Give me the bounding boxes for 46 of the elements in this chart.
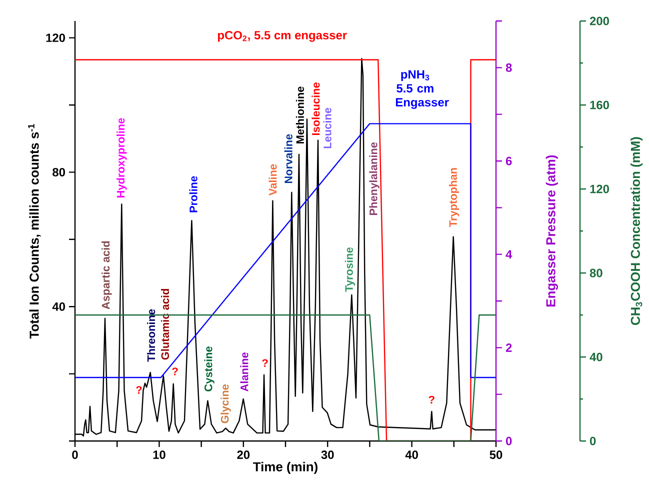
x-tick-label: 20 (237, 450, 250, 459)
annotation: Aspartic acid (102, 241, 112, 310)
y2-tick-label: 2 (506, 343, 512, 352)
x-tick-label: 40 (405, 450, 418, 459)
y-tick-label: 120 (46, 34, 65, 42)
x-tick-label: 10 (153, 450, 166, 459)
x-tick-label: 0 (72, 450, 78, 459)
annotation: Leucine (323, 108, 332, 148)
y2-tick-label: 6 (506, 156, 512, 166)
annotation: ? (262, 359, 268, 367)
x-tick-label: 50 (490, 450, 502, 459)
y2-axis-title: Engasser Pressure (atm) (546, 155, 558, 306)
y2-tick-label: 0 (506, 436, 512, 446)
annotation: ? (172, 368, 178, 376)
annotation: Glycine (220, 384, 231, 424)
y3-tick-label: 80 (590, 268, 602, 278)
annotation: Norvaline (284, 134, 292, 184)
annotation: Cysteine (204, 346, 214, 392)
annotation: Alanine (240, 352, 248, 392)
annotation: Hydroxyproline (116, 118, 127, 198)
y3-tick-label: 0 (590, 436, 596, 446)
annotation: Glutamic acid (160, 288, 170, 360)
y-axis-title: Total Ion Counts, million counts s$^{-1}$ (28, 124, 41, 339)
y2-tick-label: 4 (506, 250, 512, 258)
annotation: Tryptophan (448, 168, 460, 227)
annotation: Tyrosine (344, 247, 356, 292)
annotation: Isoleucine (312, 82, 320, 135)
annotation: Methionine (296, 86, 304, 144)
x-axis-title: Time (min) (253, 462, 318, 474)
y2-tick-label: 8 (506, 63, 512, 72)
series-label: pNH$_{3}$ 5.5 cm Engasser (396, 70, 449, 109)
annotation: Threonine (147, 309, 156, 362)
annotation: Phenylalanine (369, 142, 380, 215)
y3-tick-label: 200 (590, 16, 609, 26)
annotation: ? (136, 386, 142, 394)
x-tick-label: 30 (321, 450, 334, 460)
y3-tick-label: 160 (590, 100, 609, 110)
y3-tick-label: 120 (590, 184, 609, 194)
y-tick-label: 80 (52, 168, 65, 176)
series-label: pCO$_{2}$, 5.5 cm engasser (218, 30, 347, 42)
annotation: Proline (189, 176, 198, 212)
y-tick-label: 40 (52, 302, 65, 311)
annotation: Valine (268, 164, 277, 196)
annotation: ? (428, 396, 434, 404)
y3-axis-title: CH$_{3}$COOH Concentration (mM) (630, 137, 643, 325)
y3-tick-label: 40 (590, 352, 602, 362)
